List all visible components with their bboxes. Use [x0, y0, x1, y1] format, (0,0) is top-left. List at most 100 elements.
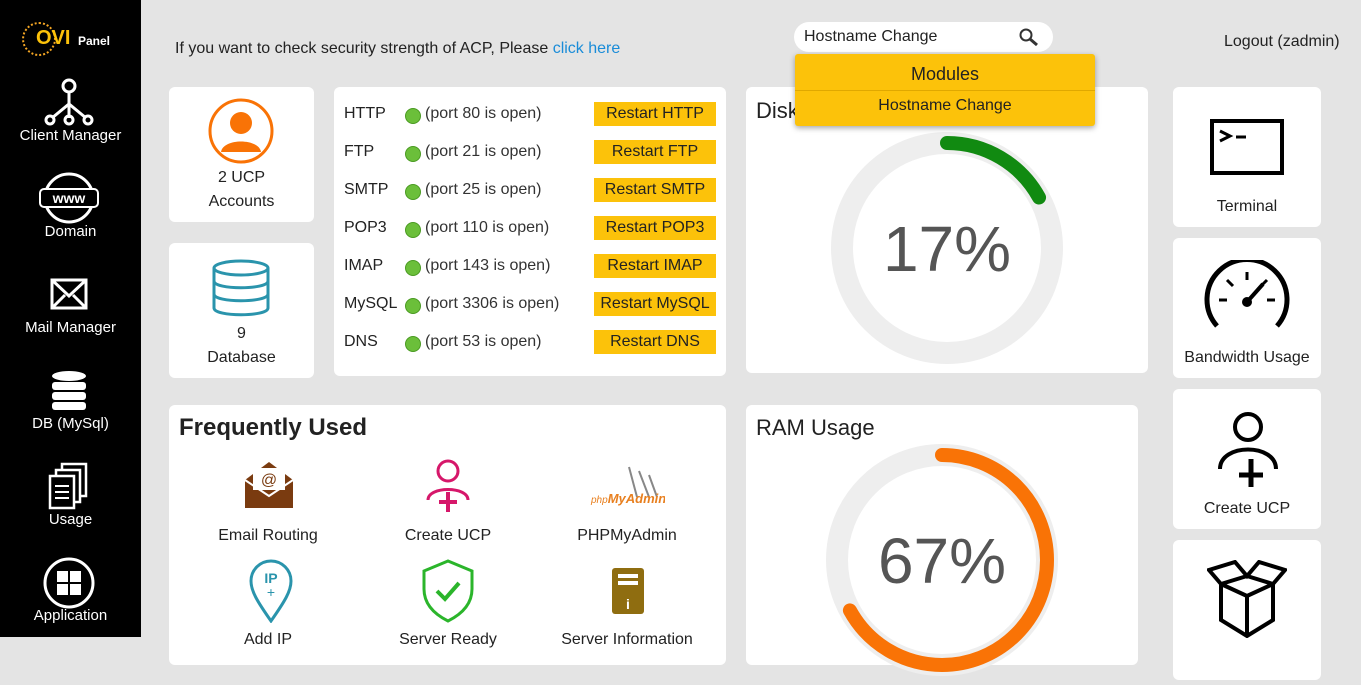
status-icon	[405, 108, 421, 124]
accounts-label: Accounts	[208, 193, 275, 210]
service-status: (port 21 is open)	[425, 143, 542, 160]
status-icon	[405, 222, 421, 238]
frequent-title: Frequently Used	[179, 414, 368, 441]
box-icon	[1207, 560, 1287, 638]
nav-icon	[48, 462, 88, 510]
tile[interactable]	[1173, 540, 1321, 680]
notice-text: If you want to check security strength o…	[175, 40, 549, 57]
restart-button[interactable]: Restart POP3	[594, 216, 716, 240]
accounts-card[interactable]: 2 UCP Accounts	[169, 87, 314, 222]
ram-card: RAM Usage 67%	[746, 405, 1138, 676]
ip-icon: IP+	[249, 559, 293, 623]
service-status: (port 53 is open)	[425, 333, 542, 350]
status-icon	[405, 146, 421, 162]
database-count: 9	[237, 325, 246, 342]
nav-item[interactable]: DB (MySql)	[32, 415, 109, 432]
dropdown: Modules Hostname Change	[795, 54, 1095, 126]
restart-button[interactable]: Restart DNS	[594, 330, 716, 354]
shield-icon	[422, 559, 474, 623]
nav-icon	[44, 78, 94, 126]
dropdown-item[interactable]: Hostname Change	[878, 97, 1012, 114]
frequent-item[interactable]: Create UCP	[404, 527, 492, 544]
nav-icon	[50, 278, 88, 310]
service-status: (port 110 is open)	[425, 219, 550, 236]
restart-button[interactable]: Restart IMAP	[594, 254, 716, 278]
gauge: 17%	[831, 132, 1063, 364]
search-icon[interactable]	[1019, 28, 1039, 46]
database-label: Database	[207, 349, 276, 366]
gauge-title: RAM Usage	[756, 415, 875, 440]
service-name: POP3	[344, 219, 387, 236]
create-ucp-icon	[426, 459, 470, 512]
database-card[interactable]: 9 Database	[169, 243, 314, 378]
db-icon	[212, 259, 270, 317]
gauge: 67%	[826, 444, 1058, 676]
service-name: FTP	[344, 143, 375, 160]
info-icon: i	[612, 568, 644, 614]
status-icon	[405, 298, 421, 314]
search-text: Hostname Change	[804, 28, 938, 45]
svg-text:+: +	[267, 584, 275, 600]
frequent-item[interactable]: Email Routing	[218, 527, 318, 544]
svg-text:IP: IP	[264, 570, 277, 586]
gauge-arc	[835, 136, 1059, 360]
svg-text:www: www	[52, 190, 86, 206]
status-icon	[405, 336, 421, 352]
restart-button[interactable]: Restart FTP	[594, 140, 716, 164]
svg-text:i: i	[626, 596, 630, 612]
service-name: DNS	[344, 333, 378, 350]
service-name: HTTP	[344, 105, 386, 122]
search-box[interactable]: Hostname Change	[794, 22, 1053, 52]
service-name: IMAP	[344, 257, 384, 274]
frequent-item[interactable]: PHPMyAdmin	[577, 527, 677, 544]
frequent-item[interactable]: Add IP	[243, 631, 293, 648]
divider	[795, 90, 1095, 91]
restart-button[interactable]: Restart MySQL	[594, 292, 716, 316]
nav-icon	[52, 371, 86, 410]
link[interactable]: click here	[552, 40, 621, 57]
tile[interactable]: Bandwidth Usage	[1173, 238, 1321, 378]
nav-item[interactable]: Domain	[44, 223, 97, 240]
logo-text: OVI	[36, 27, 71, 49]
logo-icon	[22, 22, 56, 56]
terminal-icon	[1210, 119, 1284, 175]
status-icon	[405, 260, 421, 276]
nav-icon	[43, 557, 95, 609]
service-status: (port 143 is open)	[425, 257, 551, 274]
tile[interactable]: Terminal	[1173, 87, 1321, 227]
tile-label: Bandwidth Usage	[1184, 349, 1310, 366]
logo-text: Panel	[78, 34, 111, 48]
dropdown-header: Modules	[910, 64, 980, 84]
phpmyadmin-icon: phpMyAdmin	[590, 466, 665, 506]
page: OVI Panel Client Manager www Domain Mail…	[0, 0, 1340, 680]
tile-label: Terminal	[1216, 198, 1278, 215]
restart-button[interactable]: Restart HTTP	[594, 102, 716, 126]
nav-item[interactable]: Usage	[48, 511, 93, 528]
restart-button[interactable]: Restart SMTP	[594, 178, 716, 202]
tile[interactable]: Create UCP	[1173, 389, 1321, 529]
status-icon	[405, 184, 421, 200]
speed-icon	[1204, 260, 1290, 328]
logout[interactable]: Logout (zadmin)	[1224, 33, 1340, 50]
nav-item[interactable]: Application	[33, 607, 108, 624]
svg-text:phpMyAdmin: phpMyAdmin	[590, 491, 665, 506]
nav-item[interactable]: Client Manager	[19, 127, 122, 144]
frequent-card: Frequently Used @ phpMyAdmin Email Routi…	[169, 405, 726, 665]
service-status: (port 3306 is open)	[425, 295, 560, 312]
frequent-item[interactable]: Server Information	[561, 631, 693, 648]
tile-label: Create UCP	[1203, 500, 1291, 517]
accounts-count: 2 UCP	[217, 169, 266, 186]
create-ucp-icon	[1218, 412, 1278, 487]
service-name: SMTP	[344, 181, 389, 198]
notice: If you want to check security strength o…	[175, 40, 620, 58]
nav-item[interactable]: Mail Manager	[25, 319, 116, 336]
frequent-item[interactable]: Server Ready	[399, 631, 497, 648]
sidebar: OVI Panel Client Manager www Domain Mail…	[0, 0, 141, 637]
service-status: (port 25 is open)	[425, 181, 542, 198]
service-name: MySQL	[344, 295, 398, 312]
email-icon: @	[244, 462, 294, 508]
gauge-value: 17%	[883, 213, 1011, 285]
nav-icon: www	[39, 172, 99, 224]
gauge-value: 67%	[878, 525, 1006, 597]
user-icon	[208, 98, 274, 164]
